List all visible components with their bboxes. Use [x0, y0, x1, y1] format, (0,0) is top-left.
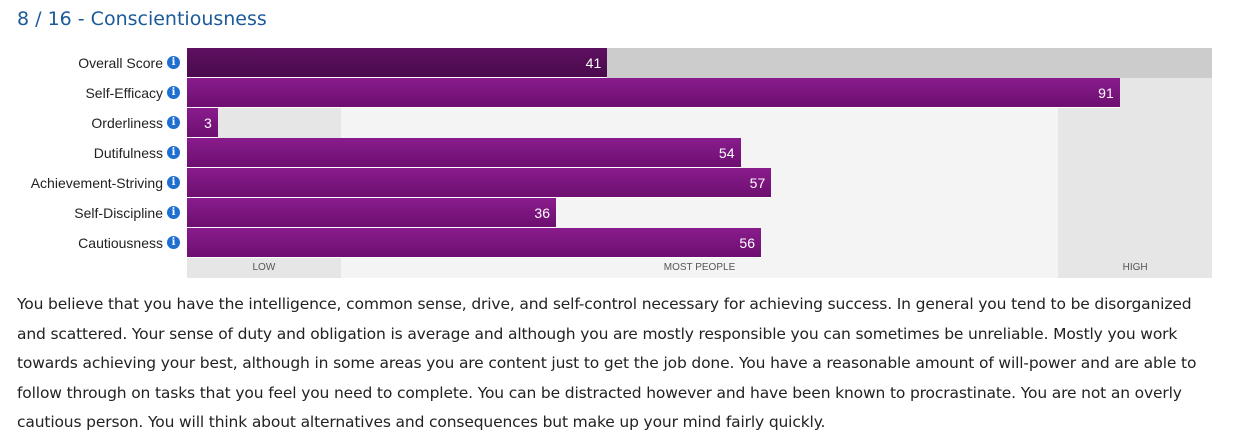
info-icon[interactable]: i: [167, 236, 180, 249]
bar-achievement-striving: [187, 168, 772, 198]
info-icon[interactable]: i: [167, 56, 180, 69]
bar-value-self-discipline: 36: [534, 205, 550, 221]
bar-value-achievement-striving: 57: [749, 175, 766, 191]
axis-label-low: LOW: [252, 262, 276, 273]
bar-orderliness: [187, 108, 218, 138]
row-label-cautiousness: Cautiousness: [78, 235, 163, 251]
info-icon[interactable]: i: [167, 86, 180, 99]
bar-self-efficacy: [187, 78, 1120, 108]
bar-value-cautiousness: 56: [739, 235, 755, 251]
row-label-overall-score: Overall Score: [78, 55, 163, 71]
bar-value-orderliness: 3: [203, 115, 212, 131]
row-label-dutifulness: Dutifulness: [93, 145, 163, 161]
axis-label-high: HIGH: [1122, 262, 1148, 273]
bar-overall-score: [187, 48, 608, 78]
band-high: [1058, 78, 1212, 278]
bar-self-discipline: [187, 198, 556, 228]
description-text: You believe that you have the intelligen…: [17, 295, 1197, 431]
bar-cautiousness: [187, 228, 761, 258]
bar-value-self-efficacy: 91: [1098, 85, 1114, 101]
conscientiousness-chart: LOW MOST PEOPLE HIGH Overall Score i 41 Self-E…: [30, 48, 1212, 278]
bar-value-dutifulness: 54: [718, 145, 735, 161]
page-title: 8 / 16 - Conscientiousness: [17, 8, 267, 30]
info-icon[interactable]: i: [167, 116, 180, 129]
axis-label-most-people: MOST PEOPLE: [663, 262, 736, 273]
row-label-achievement-striving: Achievement-Striving: [30, 175, 163, 191]
info-icon[interactable]: i: [167, 206, 180, 219]
row-label-self-efficacy: Self-Efficacy: [85, 85, 163, 101]
info-icon[interactable]: i: [167, 176, 180, 189]
bar-dutifulness: [187, 138, 741, 168]
bar-value-overall-score: 41: [585, 55, 602, 71]
row-label-self-discipline: Self-Discipline: [74, 205, 163, 221]
row-label-orderliness: Orderliness: [91, 115, 163, 131]
info-icon[interactable]: i: [167, 146, 180, 159]
